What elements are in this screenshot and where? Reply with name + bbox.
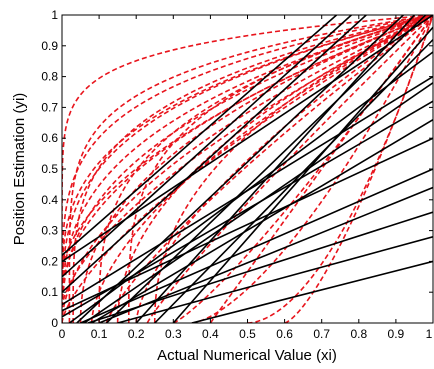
red-dashed-curve-1	[62, 15, 433, 323]
x-tick-label: 0.7	[313, 327, 330, 341]
black-solid-line-13	[117, 235, 433, 323]
y-tick-label: 0	[51, 316, 58, 330]
x-axis-title: Actual Numerical Value (xi)	[157, 347, 337, 364]
red-dashed-curve-11	[98, 15, 433, 323]
red-dashed-curve-9	[79, 15, 433, 323]
y-tick-label: 0.9	[41, 39, 58, 53]
black-solid-line-2	[62, 15, 367, 293]
red-dashed-curve-22	[284, 15, 433, 323]
black-solid-line-17	[172, 26, 433, 323]
y-tick-label: 0.6	[41, 131, 58, 145]
x-tick-label: 1	[426, 327, 433, 341]
black-solid-line-1	[62, 15, 352, 278]
red-dashed-curve-0	[62, 15, 433, 323]
x-tick-label: 0.5	[239, 327, 256, 341]
red-dashed-curve-7	[68, 15, 433, 323]
y-tick-label: 0.2	[41, 254, 58, 268]
red-dashed-curve-6	[62, 15, 433, 323]
x-tick-label: 0.4	[202, 327, 219, 341]
red-dashed-curve-26	[62, 15, 433, 308]
x-tick-label: 0	[59, 327, 66, 341]
x-axis-ticks: 0 0.1 0.2 0.3 0.4 0.5 0.6 0.7 0.8 0.9 1	[59, 15, 434, 341]
y-tick-label: 0.3	[41, 224, 58, 238]
y-axis-ticks: 0 0.1 0.2 0.3 0.4 0.5 0.6 0.7 0.8 0.9 1	[41, 8, 433, 330]
red-dashed-curve-10	[90, 15, 433, 323]
black-solid-series-group	[62, 15, 433, 323]
black-solid-line-3	[62, 100, 433, 318]
y-tick-label: 0.8	[41, 70, 58, 84]
x-tick-label: 0.8	[350, 327, 367, 341]
black-solid-line-7	[62, 137, 433, 312]
x-tick-label: 0.3	[165, 327, 182, 341]
y-axis-title: Position Estimation (yi)	[11, 93, 28, 246]
x-tick-label: 0.9	[388, 327, 405, 341]
red-dashed-curve-8	[72, 15, 433, 323]
y-tick-label: 0.7	[41, 100, 58, 114]
red-dashed-curve-15	[135, 15, 433, 323]
black-solid-line-11	[98, 186, 433, 323]
y-tick-label: 0.4	[41, 193, 58, 207]
black-solid-line-15	[154, 39, 433, 323]
red-dashed-curve-24	[62, 15, 433, 293]
red-dashed-curve-14	[127, 15, 433, 323]
y-tick-label: 0.1	[41, 285, 58, 299]
x-tick-label: 0.6	[276, 327, 293, 341]
y-tick-label: 1	[51, 8, 58, 22]
y-tick-label: 0.5	[41, 162, 58, 176]
black-solid-line-5	[76, 15, 404, 323]
black-solid-line-10	[80, 168, 433, 323]
black-solid-line-6	[62, 75, 433, 306]
black-solid-line-16	[135, 15, 416, 323]
black-solid-line-12	[87, 211, 433, 323]
x-tick-label: 0.1	[91, 327, 108, 341]
red-dashed-curve-3	[62, 15, 433, 323]
black-solid-line-18	[62, 15, 338, 256]
x-tick-label: 0.2	[128, 327, 145, 341]
red-dashed-curve-12	[105, 15, 433, 323]
black-solid-line-8	[83, 82, 433, 323]
red-dashed-curve-20	[209, 15, 433, 323]
black-solid-line-19	[105, 15, 427, 323]
black-solid-line-14	[191, 260, 433, 323]
